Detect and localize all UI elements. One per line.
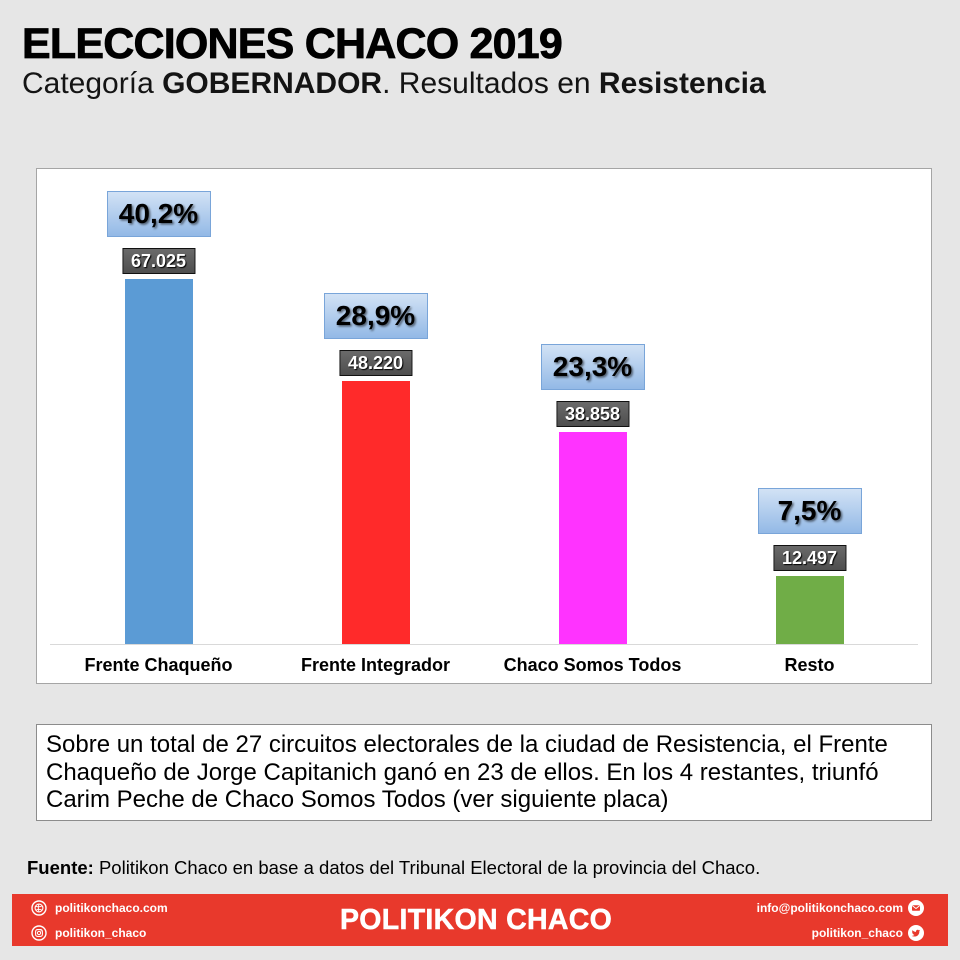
source-label: Fuente: bbox=[27, 857, 94, 878]
bar-frente-chaqueno bbox=[124, 278, 193, 644]
footer-bar: politikonchaco.com politikon_chaco POLIT… bbox=[12, 894, 948, 946]
footer-instagram: politikon_chaco bbox=[31, 925, 146, 941]
footer-website-text: politikonchaco.com bbox=[55, 901, 168, 915]
bar-frente-integrador bbox=[341, 381, 410, 644]
subtitle-middle: . Resultados en bbox=[382, 67, 599, 100]
percent-label: 7,5% bbox=[757, 487, 862, 534]
value-label: 12.497 bbox=[772, 544, 847, 571]
percent-label: 40,2% bbox=[106, 190, 211, 237]
percent-label: 28,9% bbox=[323, 293, 428, 340]
instagram-icon bbox=[31, 925, 47, 941]
category-label: Chaco Somos Todos bbox=[503, 655, 682, 675]
subtitle-prefix: Categoría bbox=[22, 67, 163, 100]
footer-instagram-text: politikon_chaco bbox=[55, 926, 147, 940]
footer-twitter: politikon_chaco bbox=[812, 925, 924, 941]
source-line: Fuente: Politikon Chaco en base a datos … bbox=[27, 857, 760, 879]
footer-email: info@politikonchaco.com bbox=[757, 900, 924, 916]
globe-icon bbox=[31, 900, 47, 916]
category-label: Frente Chaqueño bbox=[84, 655, 233, 675]
page-subtitle: Categoría GOBERNADOR. Resultados en Resi… bbox=[22, 69, 766, 99]
category-label: Frente Integrador bbox=[300, 655, 451, 675]
bar-chaco-somos-todos bbox=[558, 432, 627, 644]
x-axis-line bbox=[50, 644, 918, 645]
footer-brand: POLITIKON CHACO bbox=[340, 904, 613, 936]
source-text: Politikon Chaco en base a datos del Trib… bbox=[98, 857, 761, 878]
category-label: Resto bbox=[784, 655, 835, 675]
value-label: 38.858 bbox=[555, 401, 630, 428]
footer-email-text: info@politikonchaco.com bbox=[756, 901, 903, 915]
plot-area: 67.025 40,2% Frente Chaqueño 48.220 28,9% Fre… bbox=[37, 169, 931, 683]
footer-twitter-text: politikon_chaco bbox=[811, 926, 903, 940]
value-label: 48.220 bbox=[338, 350, 413, 377]
mail-icon bbox=[908, 900, 924, 916]
subtitle-place: Resistencia bbox=[598, 67, 766, 100]
value-label: 67.025 bbox=[121, 247, 196, 274]
percent-label: 23,3% bbox=[540, 344, 645, 391]
twitter-icon bbox=[908, 925, 924, 941]
bar-chart: 67.025 40,2% Frente Chaqueño 48.220 28,9% Fre… bbox=[36, 168, 932, 684]
footer-website: politikonchaco.com bbox=[31, 900, 168, 916]
bar-resto bbox=[775, 575, 844, 644]
note-text: Sobre un total de 27 circuitos electoral… bbox=[36, 724, 932, 821]
page-title: ELECCIONES CHACO 2019 bbox=[22, 20, 564, 68]
subtitle-category: GOBERNADOR bbox=[162, 67, 383, 100]
